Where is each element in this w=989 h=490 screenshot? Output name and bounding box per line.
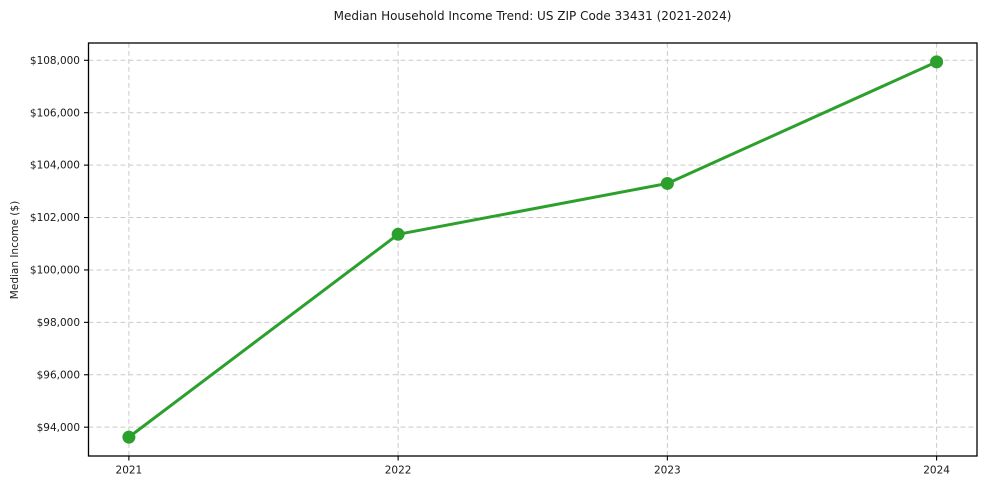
y-tick-label: $100,000 — [30, 265, 80, 277]
plot-border — [87, 42, 978, 457]
chart-title: Median Household Income Trend: US ZIP Co… — [333, 9, 732, 23]
x-tick-label: 2021 — [116, 465, 143, 477]
y-tick-label: $94,000 — [37, 422, 80, 434]
x-tick-label: 2024 — [923, 465, 950, 477]
y-tick-label: $108,000 — [30, 55, 80, 67]
x-tick-label: 2022 — [385, 465, 412, 477]
y-tick-label: $102,000 — [30, 212, 80, 224]
data-point — [391, 227, 405, 241]
y-tick-label: $96,000 — [37, 369, 80, 381]
data-point — [122, 430, 136, 444]
trend-line — [127, 60, 939, 439]
data-point — [930, 55, 944, 69]
x-tick-label: 2023 — [654, 465, 681, 477]
y-tick-label: $106,000 — [30, 107, 80, 119]
y-tick-label: $104,000 — [30, 160, 80, 172]
data-point — [660, 176, 674, 190]
y-tick-label: $98,000 — [37, 317, 80, 329]
